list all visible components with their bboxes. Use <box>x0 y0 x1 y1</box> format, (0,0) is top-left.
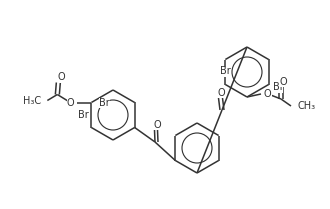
Text: Br: Br <box>273 83 283 93</box>
Text: H₃C: H₃C <box>23 96 41 106</box>
Text: O: O <box>57 73 65 83</box>
Text: O: O <box>153 120 161 130</box>
Text: O: O <box>279 77 287 87</box>
Text: O: O <box>67 98 74 107</box>
Text: Br: Br <box>78 110 88 120</box>
Text: CH₃: CH₃ <box>297 101 315 111</box>
Text: Br: Br <box>220 66 231 76</box>
Text: O: O <box>264 89 272 99</box>
Text: Br: Br <box>99 98 110 108</box>
Text: O: O <box>217 88 225 98</box>
